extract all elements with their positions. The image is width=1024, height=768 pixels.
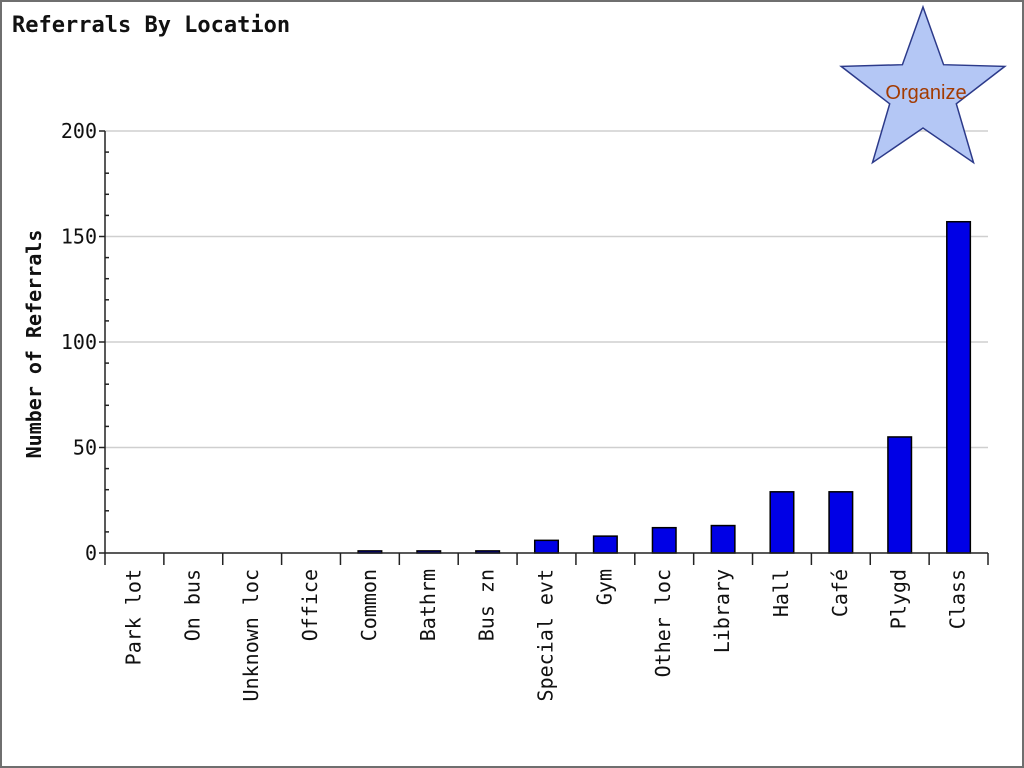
bar (592, 535, 618, 554)
chart-title: Referrals By Location (12, 13, 290, 38)
x-tick-label: On bus (180, 569, 204, 641)
organize-label: Organize (885, 82, 966, 104)
x-tick-label: Park lot (121, 569, 145, 665)
y-axis-label: Number of Referrals (22, 230, 46, 459)
y-tick-label: 0 (85, 541, 97, 565)
x-tick-label: Café (828, 569, 852, 617)
x-tick-label: Unknown loc (239, 569, 263, 701)
bar (651, 526, 677, 554)
x-tick-label: Bathrm (416, 569, 440, 641)
organize-badge[interactable]: Organize (839, 4, 1007, 165)
axes (99, 130, 989, 565)
bar (946, 220, 972, 554)
bar (769, 491, 795, 554)
grid-lines (105, 130, 988, 449)
x-tick-label: Other loc (651, 569, 675, 677)
star-icon (839, 4, 1007, 165)
bar (533, 539, 560, 554)
y-tick-label: 200 (61, 119, 97, 143)
x-tick-labels: Park lot On bus Unknown loc Office Common Bat… (121, 569, 969, 701)
x-tick-label: Plygd (887, 569, 911, 629)
x-tick-label: Office (298, 569, 322, 641)
x-tick-label: Hall (769, 569, 793, 617)
x-tick-label: Bus zn (475, 569, 499, 641)
x-tick-label: Gym (592, 569, 616, 605)
bar (710, 524, 736, 554)
y-tick-label: 150 (61, 225, 97, 249)
y-tick-label: 100 (61, 330, 97, 354)
y-tick-label: 50 (73, 436, 97, 460)
x-tick-label: Special evt (534, 569, 558, 701)
x-tick-label: Class (946, 569, 970, 629)
x-tick-label: Library (710, 569, 734, 653)
bar (887, 436, 913, 554)
y-tick-labels: 0 50 100 150 200 (61, 119, 97, 565)
bar (828, 491, 854, 554)
bars (357, 220, 972, 554)
x-tick-label: Common (357, 569, 381, 641)
